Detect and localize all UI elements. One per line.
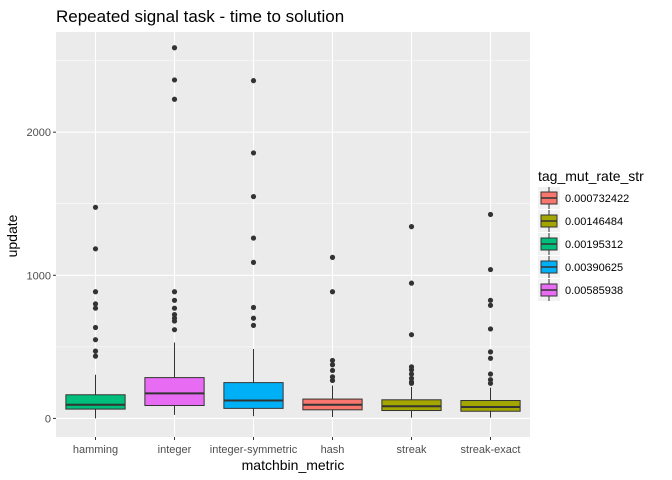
outlier-point xyxy=(487,211,494,218)
boxes xyxy=(65,45,521,419)
outlier-point xyxy=(329,254,336,260)
outlier-point xyxy=(92,301,99,307)
outlier-point xyxy=(250,150,257,156)
outlier-point xyxy=(329,362,336,368)
outlier-point xyxy=(487,371,494,377)
box-body xyxy=(65,394,126,410)
outlier-point xyxy=(408,367,415,373)
x-tick-label: hash xyxy=(321,444,345,456)
x-tick-label: streak xyxy=(397,444,427,456)
outlier-point xyxy=(92,348,99,354)
y-tick-label: 0 xyxy=(45,413,51,425)
x-tick-label: hamming xyxy=(73,444,118,456)
plot-panel xyxy=(56,32,530,437)
outlier-point xyxy=(487,380,494,386)
outlier-point xyxy=(329,357,336,364)
outlier-point xyxy=(171,305,178,311)
legend-entry: 0.00585938 xyxy=(538,279,623,301)
x-tick-label: streak-exact xyxy=(461,444,521,456)
outlier-point xyxy=(92,246,99,252)
outlier-point xyxy=(250,322,257,328)
box-body xyxy=(460,400,521,412)
outlier-point xyxy=(92,204,99,210)
legend-label: 0.00585938 xyxy=(565,285,623,297)
outlier-point xyxy=(250,78,257,84)
x-axis-title: matchbin_metric xyxy=(242,457,345,473)
outlier-point xyxy=(487,302,494,308)
outlier-point xyxy=(329,374,336,380)
outlier-point xyxy=(171,45,178,51)
outlier-point xyxy=(408,332,415,338)
outlier-point xyxy=(171,312,178,318)
legend-entry: 0.00146484 xyxy=(538,210,623,232)
box-body xyxy=(381,399,442,412)
outlier-point xyxy=(487,355,494,361)
outlier-point xyxy=(250,259,257,266)
outlier-point xyxy=(487,297,494,303)
outlier-point xyxy=(250,315,257,321)
x-axis: hamming integer integer-symmetric hash strea… xyxy=(73,437,521,456)
legend-entry: 0.00390625 xyxy=(538,256,623,278)
legend-entry: 0.000732422 xyxy=(538,187,629,209)
y-axis: 0 1000 2000 xyxy=(27,127,56,425)
legend: tag_mut_rate_str 0.000732422 0.00146484 0.… xyxy=(538,168,644,301)
box-integer xyxy=(144,45,205,415)
outlier-point xyxy=(250,304,257,311)
legend-label: 0.000732422 xyxy=(565,193,629,205)
outlier-point xyxy=(171,289,178,295)
box-body xyxy=(144,377,205,407)
outlier-point xyxy=(329,377,336,384)
box-body xyxy=(223,382,284,409)
outlier-point xyxy=(487,349,494,355)
outlier-point xyxy=(171,318,178,324)
legend-entry: 0.00195312 xyxy=(538,233,623,255)
outlier-point xyxy=(487,377,494,383)
outlier-point xyxy=(92,353,99,359)
chart-title: Repeated signal task - time to solution xyxy=(56,7,344,26)
box-hamming xyxy=(65,204,126,419)
x-tick-label: integer-symmetric xyxy=(210,444,298,456)
outlier-point xyxy=(408,280,415,286)
outlier-point xyxy=(408,224,415,230)
outlier-point xyxy=(250,193,257,200)
outlier-point xyxy=(171,77,178,83)
outlier-point xyxy=(92,289,99,295)
outlier-point xyxy=(408,375,415,381)
outlier-point xyxy=(329,289,336,295)
outlier-point xyxy=(92,337,99,343)
outlier-point xyxy=(487,266,494,273)
y-tick-label: 2000 xyxy=(27,127,51,139)
outlier-point xyxy=(92,324,99,331)
outlier-point xyxy=(408,380,415,386)
box-hash xyxy=(302,254,363,417)
outlier-point xyxy=(92,305,99,311)
outlier-point xyxy=(329,367,336,374)
box-streak-exact xyxy=(460,211,521,418)
outlier-point xyxy=(487,326,494,332)
outlier-point xyxy=(250,235,257,241)
legend-label: 0.00195312 xyxy=(565,239,623,251)
legend-label: 0.00146484 xyxy=(565,216,623,228)
y-axis-title: update xyxy=(4,214,20,257)
outlier-point xyxy=(171,327,178,333)
y-tick-label: 1000 xyxy=(27,270,51,282)
outlier-point xyxy=(171,96,178,102)
outlier-point xyxy=(171,297,178,303)
legend-title: tag_mut_rate_str xyxy=(538,168,644,184)
box-streak xyxy=(381,224,442,418)
box-integer-symmetric xyxy=(223,78,284,417)
x-tick-label: integer xyxy=(158,444,192,456)
outlier-point xyxy=(408,371,415,377)
legend-label: 0.00390625 xyxy=(565,262,623,274)
